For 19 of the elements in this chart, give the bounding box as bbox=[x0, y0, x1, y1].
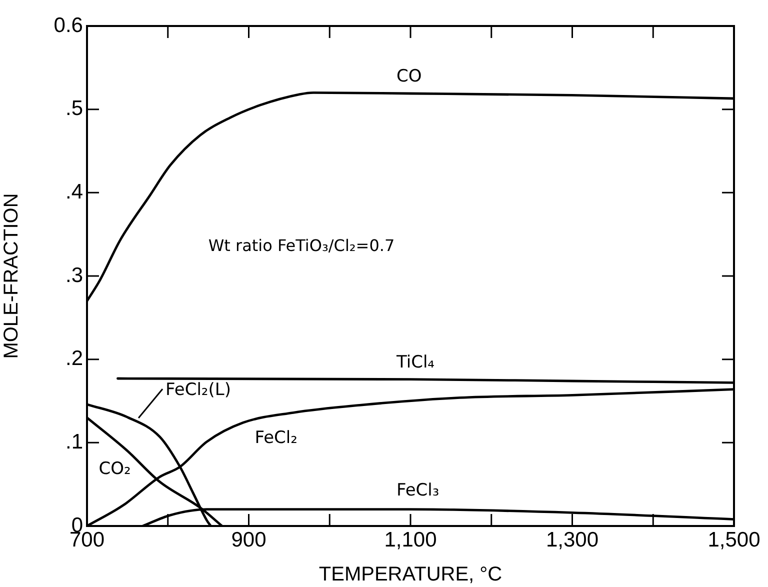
y-tick-label: .5 bbox=[65, 97, 83, 120]
x-tick-label: 1,500 bbox=[708, 528, 760, 552]
x-tick-label: 900 bbox=[231, 528, 266, 552]
series-label: FeCl₃ bbox=[396, 480, 440, 500]
annotation: Wt ratio FeTiO₃/Cl₂=0.7 bbox=[208, 236, 395, 255]
series-label: CO₂ bbox=[98, 459, 131, 480]
series-label: CO bbox=[396, 66, 422, 86]
x-tick-label: 1,100 bbox=[384, 528, 437, 552]
y-tick-label: .4 bbox=[65, 180, 84, 204]
x-axis-title: TEMPERATURE, °C bbox=[318, 564, 502, 586]
y-tick-label: .1 bbox=[65, 430, 83, 454]
series-label: TiCl₄ bbox=[396, 352, 435, 372]
y-tick-label: .3 bbox=[65, 264, 83, 287]
y-tick-label: .2 bbox=[65, 347, 83, 370]
y-axis-title: MOLE-FRACTION bbox=[0, 193, 23, 359]
x-tick-label: 1,300 bbox=[546, 528, 599, 552]
series-label: FeCl₂ bbox=[254, 428, 298, 448]
series-label: FeCl₂(L) bbox=[166, 380, 231, 400]
y-tick-label: 0.6 bbox=[54, 14, 83, 37]
